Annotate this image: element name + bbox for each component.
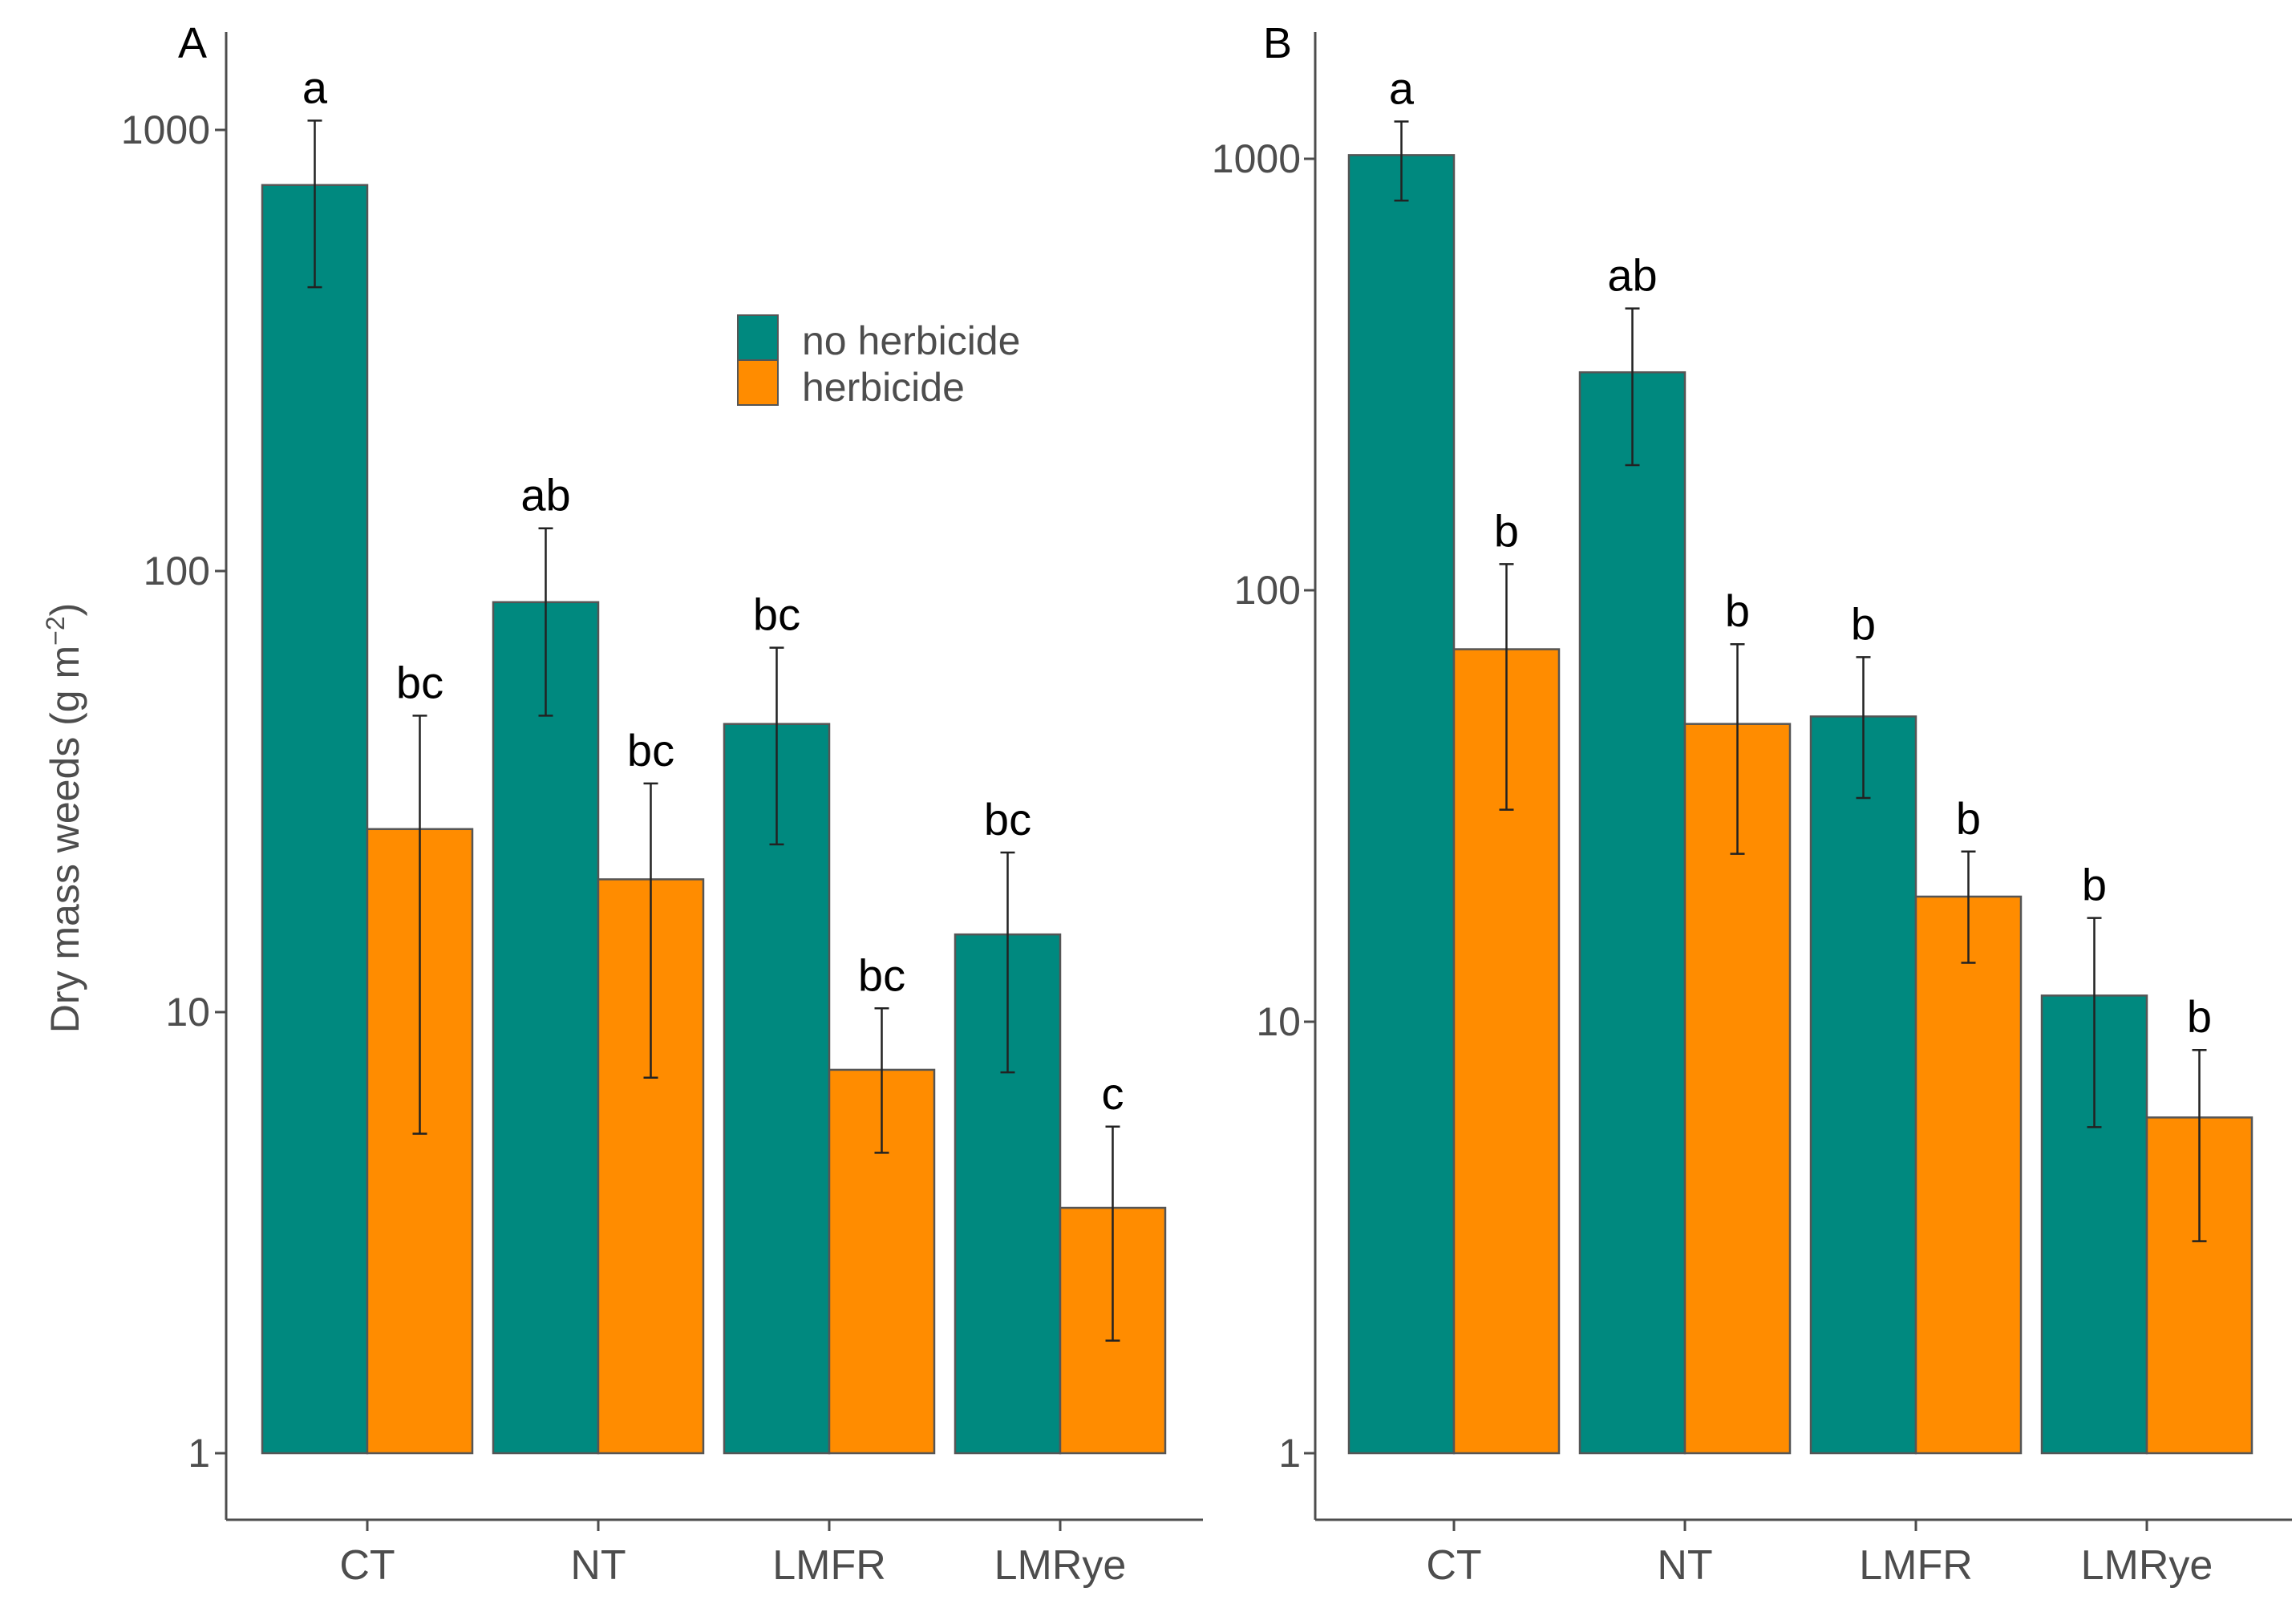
bar-no-herbicide: [1809, 715, 1917, 1455]
legend-swatch-herbicide: [737, 359, 779, 406]
significance-label: bc: [396, 657, 443, 707]
significance-label: a: [1389, 63, 1415, 114]
panel-b-label: B: [1263, 19, 1292, 67]
significance-label: a: [302, 62, 328, 112]
significance-label: ab: [520, 470, 570, 520]
significance-label: bc: [753, 589, 800, 640]
x-tick-label: LMFR: [1859, 1542, 1973, 1589]
y-tick-label: 1: [1278, 1431, 1301, 1476]
significance-label: bc: [984, 794, 1031, 844]
y-tick-label: 1000: [1212, 136, 1301, 181]
significance-label: ab: [1607, 250, 1657, 301]
significance-label: bc: [858, 950, 905, 1000]
x-tick-label: NT: [1657, 1542, 1712, 1589]
bars-a: a bc ab bc bc bc bc c: [261, 62, 1167, 1455]
legend-label-herbicide: herbicide: [802, 365, 965, 410]
x-tick-label: LMFR: [772, 1542, 886, 1589]
significance-label: b: [1956, 793, 1981, 844]
x-tick-label: NT: [570, 1542, 626, 1589]
significance-label: b: [1851, 598, 1876, 649]
axes-a: 1 10 100 1000 CT NT LMFR LMRye: [121, 32, 1203, 1589]
bar-no-herbicide: [1347, 154, 1456, 1455]
bar-no-herbicide: [492, 601, 600, 1455]
legend: no herbicide herbicide: [737, 314, 1020, 410]
x-tick-label: CT: [339, 1542, 395, 1589]
bar-no-herbicide: [1578, 371, 1687, 1455]
y-tick-label: 1: [188, 1431, 210, 1476]
significance-label: c: [1102, 1068, 1124, 1119]
y-tick-label: 100: [1234, 568, 1301, 613]
y-tick-label: 1000: [121, 107, 210, 152]
x-tick-label: LMRye: [994, 1542, 1127, 1589]
y-tick-label: 10: [165, 990, 210, 1035]
axes-b: 1 10 100 1000 CT NT LMFR LMRye: [1212, 32, 2292, 1589]
significance-label: b: [2082, 860, 2107, 910]
bar-no-herbicide: [261, 184, 369, 1455]
bar-herbicide: [1914, 895, 2023, 1455]
significance-label: b: [1725, 585, 1750, 636]
y-tick-label: 100: [144, 549, 210, 593]
panel-a-label: A: [178, 19, 207, 67]
bar-no-herbicide: [723, 723, 831, 1455]
significance-label: b: [1494, 505, 1519, 556]
x-tick-label: LMRye: [2081, 1542, 2213, 1589]
legend-swatch-no-herbicide: [737, 314, 779, 361]
x-tick-label: CT: [1426, 1542, 1481, 1589]
y-tick-label: 10: [1256, 999, 1301, 1044]
significance-label: bc: [627, 725, 674, 776]
y-axis-label: Dry mass weeds (g m−2): [41, 603, 87, 1034]
panel-a: A Dry mass weeds (g m−2) 1 10 100 1000 CT NT L…: [41, 19, 1203, 1589]
significance-label: b: [2187, 991, 2212, 1042]
legend-label-no-herbicide: no herbicide: [802, 318, 1020, 363]
